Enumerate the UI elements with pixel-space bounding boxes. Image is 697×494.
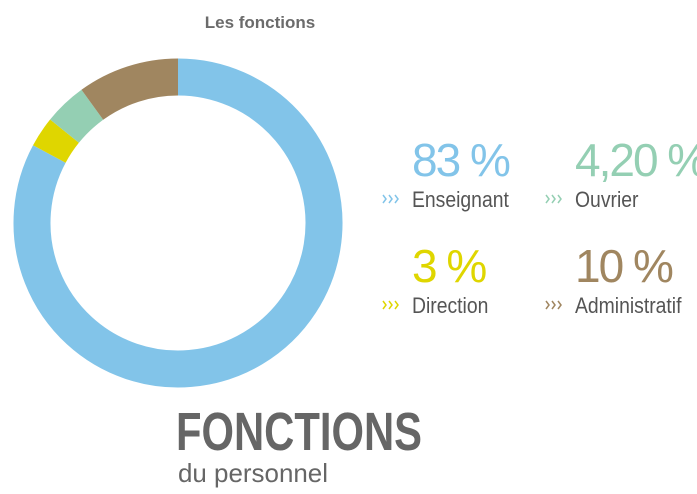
chevron bbox=[557, 194, 562, 204]
donut-segment bbox=[81, 58, 179, 121]
chevron bbox=[382, 194, 387, 204]
chart-title: Les fonctions bbox=[205, 13, 316, 32]
chevron bbox=[394, 300, 399, 310]
subheading: du personnel bbox=[178, 458, 328, 488]
donut-segment bbox=[13, 58, 343, 388]
legend-value: 10 % bbox=[575, 240, 673, 292]
chevron bbox=[388, 194, 393, 204]
legend-value: 83 % bbox=[412, 134, 510, 186]
legend-value: 3 % bbox=[412, 240, 486, 292]
legend-value: 4,20 % bbox=[575, 134, 697, 186]
heading: FONCTIONS bbox=[176, 402, 422, 462]
chevron bbox=[382, 300, 387, 310]
chevron bbox=[545, 194, 550, 204]
chevron bbox=[388, 300, 393, 310]
donut-segment bbox=[33, 119, 80, 164]
chevron bbox=[394, 194, 399, 204]
legend-label: Administratif bbox=[575, 294, 682, 318]
legend-label: Ouvrier bbox=[575, 188, 639, 212]
chevron bbox=[557, 300, 562, 310]
chevron bbox=[551, 300, 556, 310]
donut-segment bbox=[50, 89, 104, 144]
chevron bbox=[551, 194, 556, 204]
legend-label: Direction bbox=[412, 294, 488, 318]
legend-label: Enseignant bbox=[412, 188, 509, 212]
chevron bbox=[545, 300, 550, 310]
